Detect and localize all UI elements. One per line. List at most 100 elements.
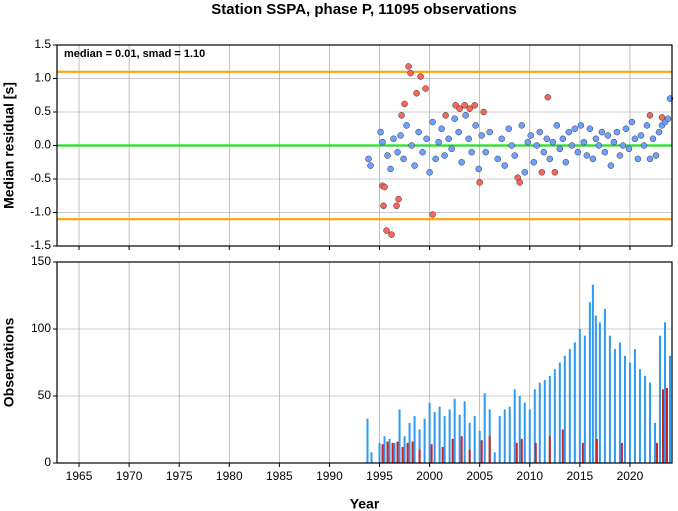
- bar: [628, 362, 631, 463]
- point: [494, 155, 501, 163]
- bar: [398, 409, 401, 463]
- bar: [620, 442, 623, 463]
- bar: [488, 436, 491, 463]
- point: [448, 145, 455, 153]
- point: [592, 135, 600, 143]
- point: [476, 179, 483, 186]
- point: [413, 89, 420, 97]
- point: [583, 152, 591, 159]
- bar: [618, 342, 621, 463]
- bar: [366, 418, 369, 463]
- bar: [383, 436, 386, 463]
- point: [387, 165, 394, 173]
- bar: [423, 418, 426, 463]
- point: [533, 142, 541, 149]
- y-tick-label: 0.5: [34, 104, 51, 118]
- point: [466, 105, 473, 112]
- bar: [418, 429, 421, 463]
- bar: [370, 452, 373, 463]
- point: [538, 169, 546, 176]
- point: [429, 211, 436, 218]
- point: [384, 152, 391, 159]
- point: [426, 169, 433, 176]
- point: [441, 152, 448, 159]
- bar: [563, 355, 566, 463]
- y-tick-label: 50: [38, 388, 52, 402]
- point: [589, 155, 597, 163]
- point: [586, 125, 594, 132]
- bar: [558, 362, 561, 463]
- x-tick-label: 1985: [266, 469, 293, 483]
- bar: [533, 389, 536, 463]
- point: [442, 112, 449, 119]
- bar: [393, 442, 396, 463]
- point: [540, 148, 548, 156]
- point: [461, 102, 468, 109]
- point: [551, 169, 559, 176]
- bar: [643, 375, 646, 463]
- point: [516, 179, 524, 186]
- point: [568, 142, 576, 149]
- bar: [548, 436, 551, 463]
- bar: [503, 409, 506, 463]
- point: [536, 128, 544, 136]
- bar: [406, 442, 409, 463]
- point: [397, 132, 404, 139]
- bar: [438, 406, 441, 463]
- bar: [428, 402, 431, 463]
- point: [631, 135, 639, 143]
- point: [482, 148, 489, 156]
- point: [486, 128, 493, 136]
- point: [455, 128, 462, 136]
- point: [395, 195, 402, 203]
- x-tick-label: 1975: [166, 469, 193, 483]
- bar: [403, 436, 406, 463]
- point: [411, 162, 418, 169]
- point: [401, 100, 408, 108]
- point: [480, 108, 487, 116]
- x-tick-label: 1980: [216, 469, 243, 483]
- point: [365, 155, 372, 163]
- bar: [665, 387, 668, 463]
- bar: [430, 444, 433, 463]
- bar: [653, 422, 656, 463]
- point: [527, 132, 535, 139]
- point: [646, 155, 654, 163]
- point: [613, 128, 621, 136]
- point: [640, 142, 648, 149]
- bar: [663, 322, 666, 463]
- bar: [411, 441, 414, 463]
- point: [405, 63, 412, 70]
- point: [601, 148, 609, 156]
- y-tick-label: 1.5: [34, 37, 51, 51]
- bar: [401, 446, 404, 463]
- bar: [578, 329, 581, 463]
- point: [518, 122, 526, 129]
- point: [429, 118, 436, 126]
- point: [565, 128, 573, 136]
- bar: [528, 409, 531, 463]
- point: [435, 138, 442, 146]
- bar: [386, 441, 389, 463]
- point: [462, 112, 469, 119]
- point: [419, 148, 426, 156]
- point: [553, 122, 561, 129]
- point: [634, 155, 642, 163]
- bar: [613, 349, 616, 463]
- x-axis-label: Year: [350, 496, 380, 511]
- point: [367, 162, 374, 169]
- y-tick-label: 100: [31, 321, 51, 335]
- point: [458, 159, 465, 166]
- point: [544, 94, 552, 101]
- bar: [433, 412, 436, 463]
- point: [652, 152, 660, 159]
- bar: [441, 446, 444, 463]
- bar: [408, 422, 411, 463]
- point: [498, 135, 505, 143]
- bar: [608, 335, 611, 463]
- y-tick-label: 1.0: [34, 71, 51, 85]
- point: [468, 148, 475, 156]
- bar: [508, 406, 511, 463]
